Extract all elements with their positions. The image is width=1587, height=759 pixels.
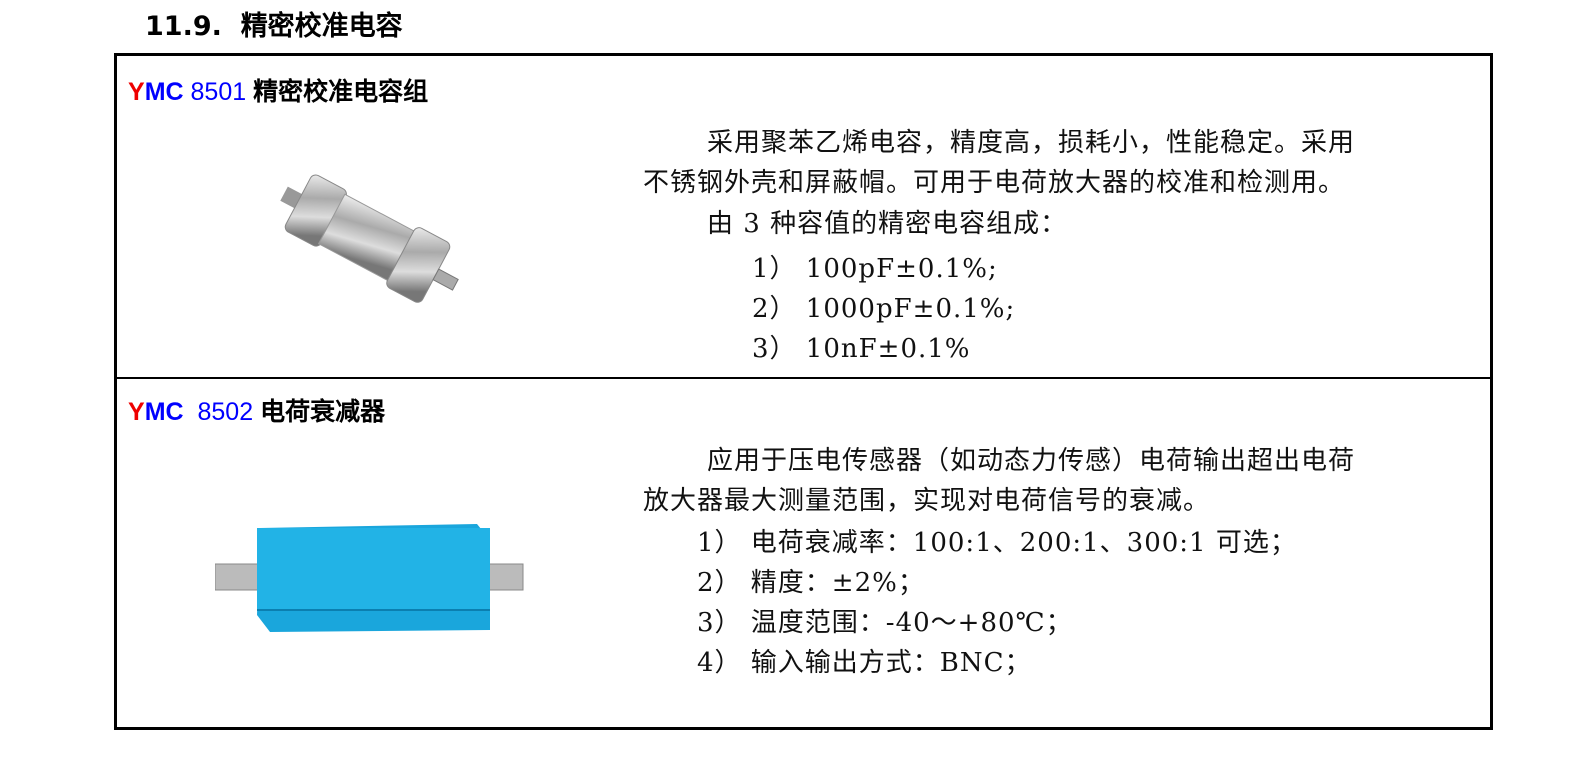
spec-item: 2） 1000pF±0.1%; xyxy=(752,294,1016,324)
capacitor-image xyxy=(280,174,459,303)
attenuator-image xyxy=(215,524,524,632)
section-heading: 11.9. 精密校准电容 xyxy=(145,11,403,42)
product-title-8502: YMC 8502 电荷衰减器 xyxy=(128,398,386,426)
desc-line: 不锈钢外壳和屏蔽帽。可用于电荷放大器的校准和检测用。 xyxy=(643,168,1346,198)
row-divider xyxy=(114,377,1493,379)
spec-item: 1） 100pF±0.1%; xyxy=(752,254,998,284)
product-title-8501: YMC 8501 精密校准电容组 xyxy=(128,78,429,106)
spec-item: 1） 电荷衰减率：100:1、200:1、300:1 可选； xyxy=(697,528,1297,558)
desc-line: 采用聚苯乙烯电容，精度高，损耗小，性能稳定。采用 xyxy=(707,128,1356,158)
desc-line: 由 3 种容值的精密电容组成： xyxy=(707,209,1068,239)
spec-item: 3） 10nF±0.1% xyxy=(752,334,971,364)
desc-line: 放大器最大测量范围，实现对电荷信号的衰减。 xyxy=(643,486,1211,516)
spec-item: 3） 温度范围：-40～+80℃； xyxy=(697,608,1073,638)
spec-item: 2） 精度：±2%； xyxy=(697,568,925,598)
spec-item: 4） 输入输出方式：BNC； xyxy=(697,648,1032,678)
desc-line: 应用于压电传感器（如动态力传感）电荷输出超出电荷 xyxy=(707,446,1356,476)
product-table xyxy=(114,53,1493,730)
